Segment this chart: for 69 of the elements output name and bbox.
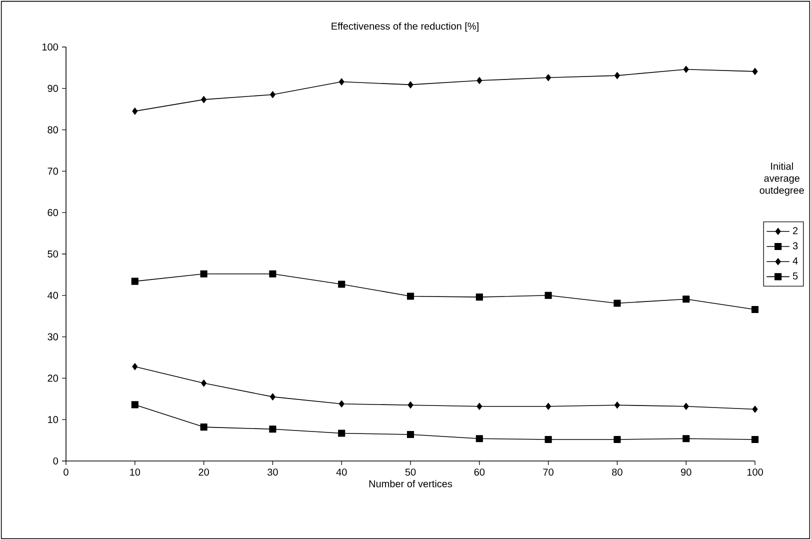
x-tick-label: 50 [405, 468, 416, 476]
y-tick-label: 20 [48, 374, 58, 382]
y-tick-label: 40 [48, 292, 58, 299]
point [752, 68, 758, 75]
point [752, 406, 758, 413]
point [682, 435, 690, 442]
x-tick-label: 100 [747, 468, 763, 476]
y-tick-label: 90 [48, 84, 58, 92]
point [406, 292, 414, 300]
point [544, 436, 552, 444]
point [682, 296, 690, 303]
point [544, 292, 552, 299]
point [751, 306, 759, 314]
point [614, 436, 621, 444]
point [683, 402, 689, 410]
y-tick-label: 60 [48, 209, 58, 216]
point [338, 78, 344, 86]
legend-title: Initial average outdegree [760, 162, 804, 196]
x-tick-label: 0 [64, 468, 68, 476]
point [406, 430, 414, 438]
point [476, 435, 483, 442]
point [476, 294, 483, 301]
y-tick-label: 0 [53, 457, 58, 465]
point [338, 280, 346, 288]
point [200, 424, 208, 431]
point [546, 74, 552, 82]
point [408, 81, 414, 88]
legend-label: 4 [792, 257, 798, 264]
x-tick-label: 90 [681, 468, 692, 476]
x-tick-label: 70 [543, 468, 554, 476]
point [546, 402, 552, 410]
y-tick-label: 70 [48, 168, 58, 175]
x-tick-label: 20 [198, 468, 209, 476]
y-tick-label: 80 [48, 126, 58, 134]
y-tick-label: 50 [48, 250, 58, 258]
point [614, 300, 621, 307]
point [614, 72, 620, 80]
x-tick-label: 10 [130, 468, 140, 476]
point [270, 91, 276, 98]
x-tick-label: 80 [612, 468, 622, 476]
point [132, 108, 138, 115]
chart-title: Effectiveness of the reduction [%] [332, 22, 478, 32]
point [751, 436, 759, 444]
point [132, 363, 138, 370]
y-tick-label: 30 [48, 333, 58, 340]
point [201, 96, 207, 104]
y-tick-label: 100 [42, 43, 58, 51]
point [614, 402, 620, 409]
x-tick-label: 40 [336, 468, 347, 476]
x-tick-label: 60 [474, 468, 485, 476]
point [338, 430, 346, 437]
y-tick-label: 10 [48, 416, 58, 424]
point [269, 270, 276, 278]
legend-label: 2 [793, 227, 798, 234]
point [270, 393, 276, 400]
point [476, 402, 482, 410]
point [408, 402, 414, 409]
x-axis-title: Number of vertices [369, 480, 452, 488]
x-tick-label: 30 [268, 468, 278, 476]
point [131, 278, 138, 285]
point [200, 270, 208, 278]
point [201, 380, 207, 387]
point [269, 426, 276, 433]
point [683, 66, 689, 73]
legend-label: 5 [792, 272, 798, 280]
legend-label: 3 [792, 242, 798, 250]
point [476, 77, 482, 84]
point [338, 400, 344, 408]
point [131, 401, 138, 408]
